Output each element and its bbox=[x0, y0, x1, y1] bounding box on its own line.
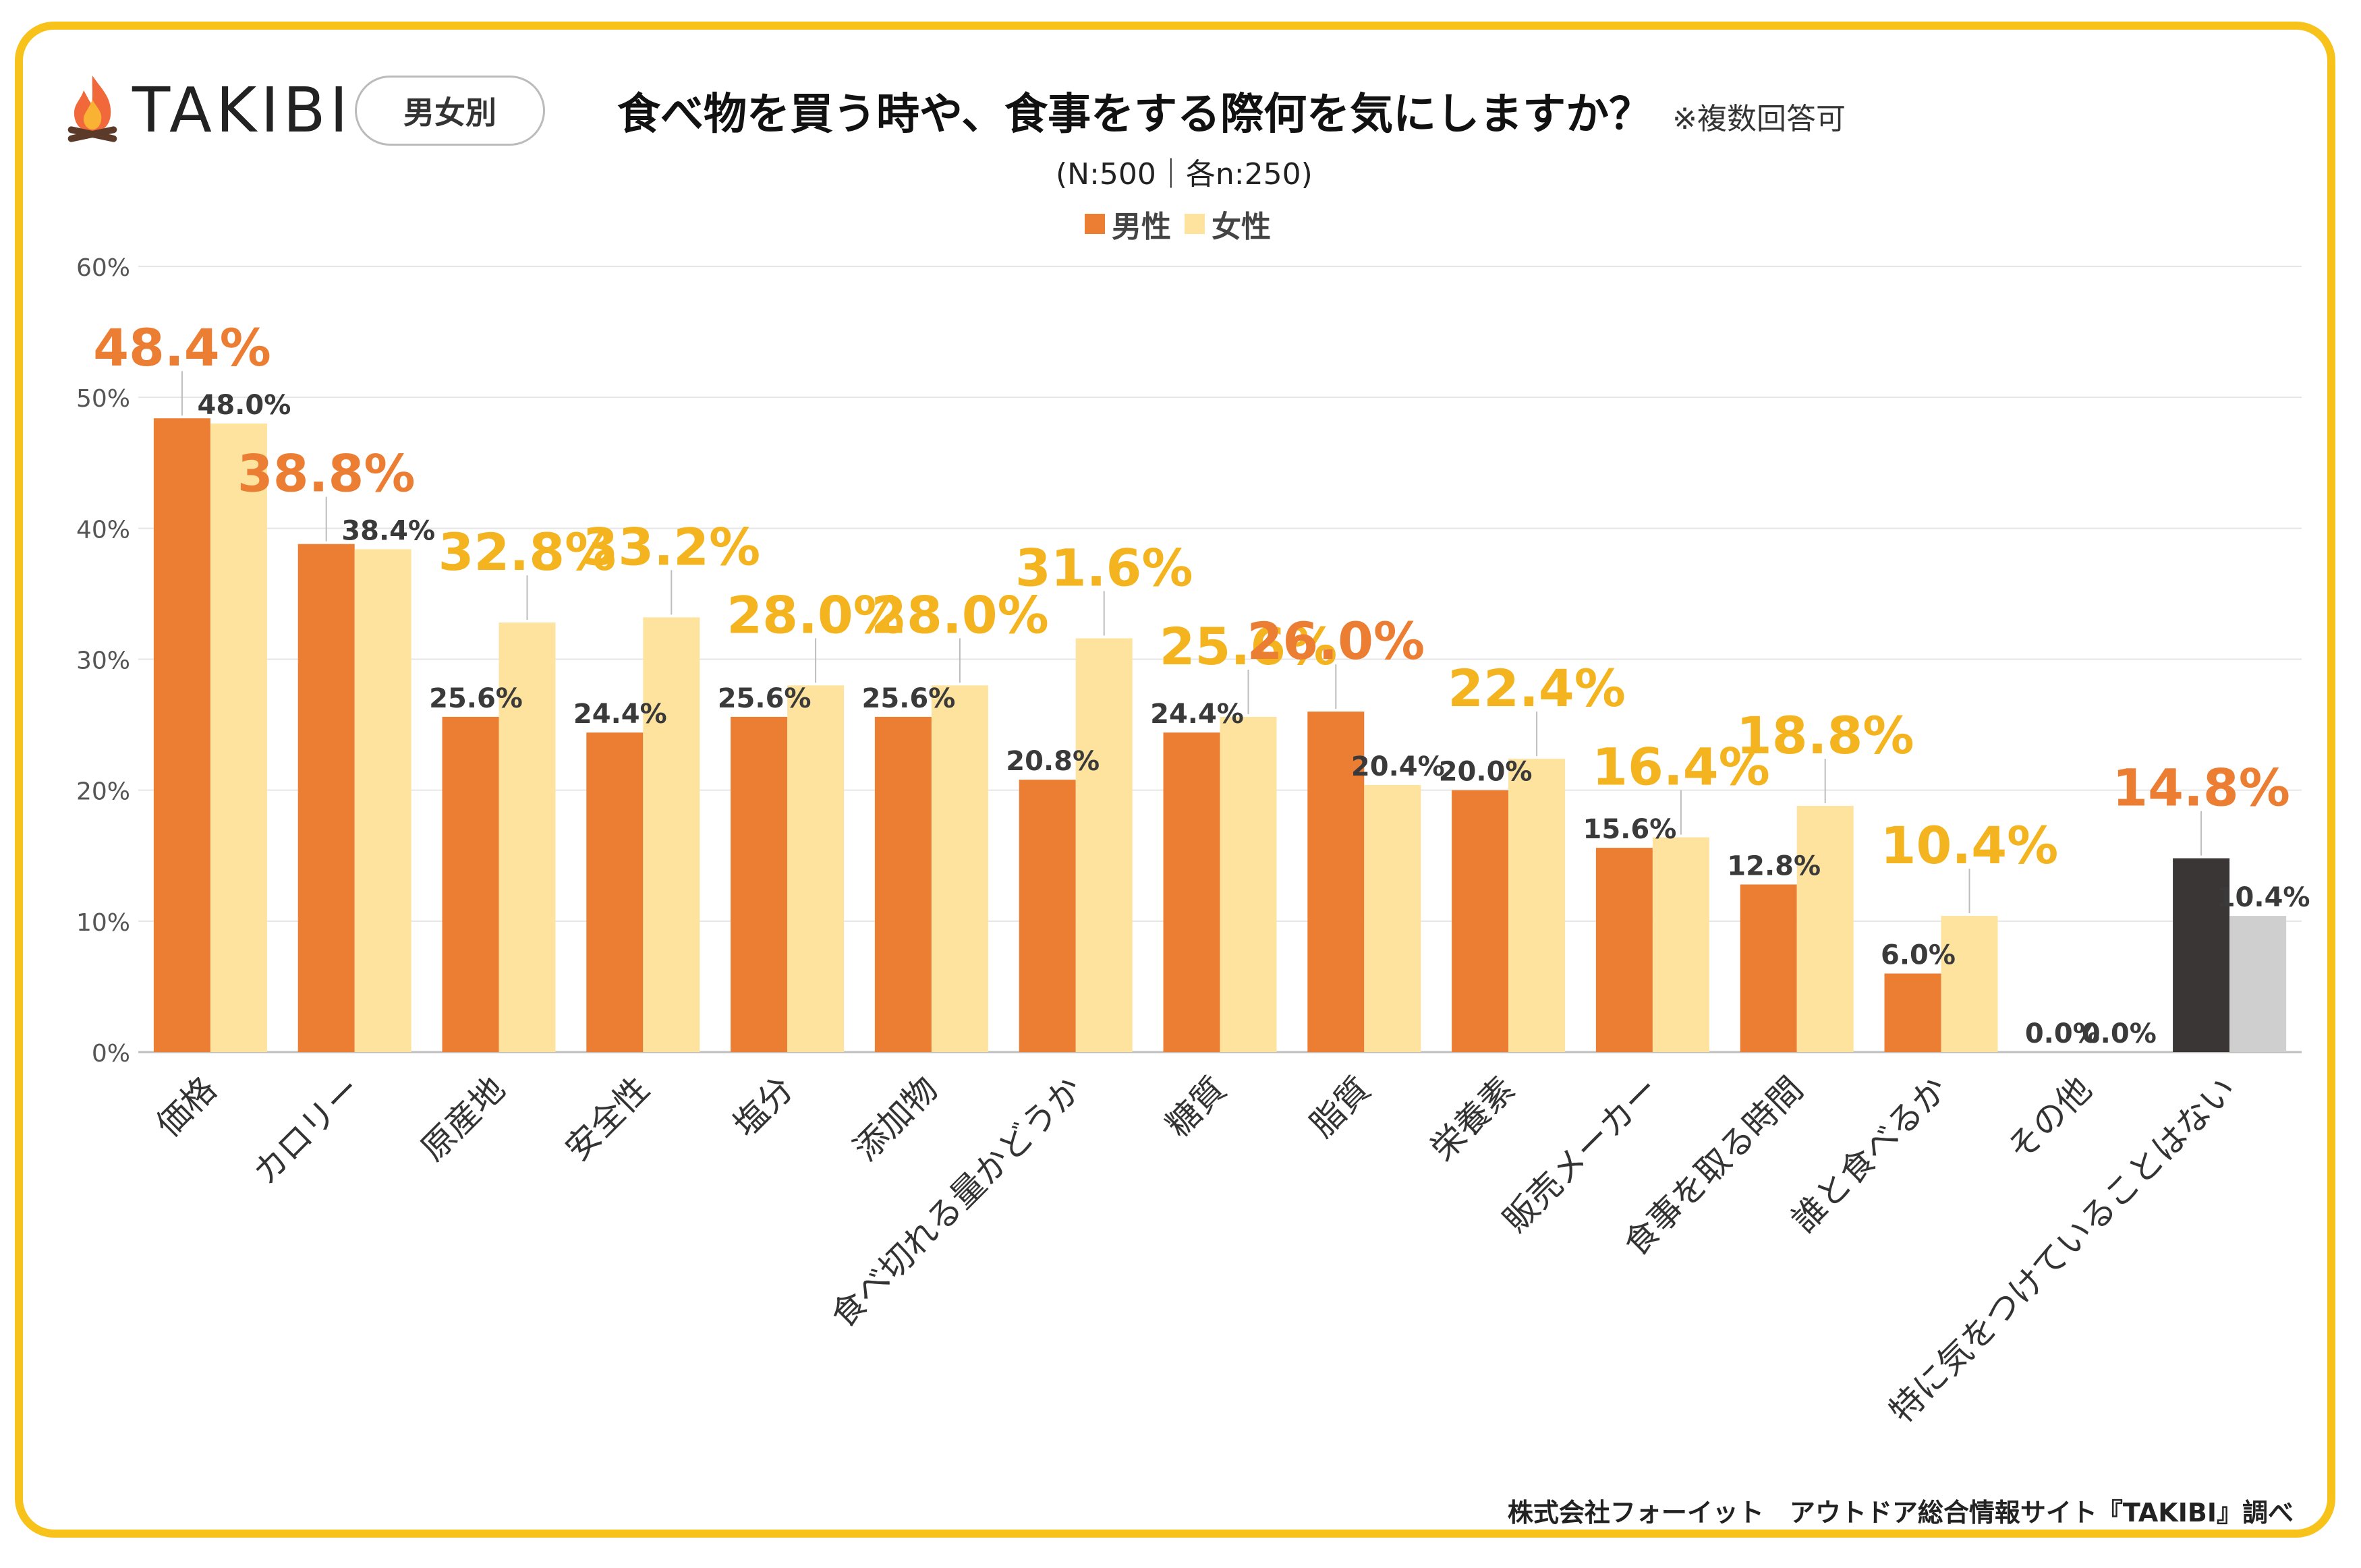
bar-female bbox=[1075, 638, 1133, 1052]
bar-female bbox=[643, 617, 700, 1052]
category-label: 誰と食べるか bbox=[1784, 1069, 1955, 1240]
bar-male bbox=[586, 732, 644, 1052]
data-label-male: 26.0% bbox=[1247, 611, 1425, 671]
chart-legend: 男性 女性 bbox=[1085, 202, 1271, 245]
data-label-male: 15.6% bbox=[1583, 814, 1677, 845]
data-label-male: 14.8% bbox=[2112, 758, 2290, 818]
data-label-female: 38.4% bbox=[341, 515, 435, 546]
bar-female bbox=[210, 424, 267, 1052]
bar-female bbox=[787, 685, 845, 1052]
category-label: 食べ切れる量かどうか bbox=[824, 1069, 1090, 1335]
data-label-female: 22.4% bbox=[1448, 658, 1626, 718]
data-label-male: 25.6% bbox=[429, 683, 523, 714]
bar-female bbox=[354, 549, 411, 1052]
bar-male bbox=[874, 716, 932, 1052]
data-label-female: 28.0% bbox=[727, 585, 905, 645]
data-label-female: 20.4% bbox=[1351, 751, 1445, 782]
data-label-female: 25.6% bbox=[1160, 616, 1338, 676]
data-label-male: 20.8% bbox=[1006, 746, 1100, 777]
bar-male bbox=[1595, 848, 1653, 1052]
bar-male bbox=[297, 544, 355, 1052]
legend-female-swatch bbox=[1185, 214, 1205, 234]
data-label-male: 12.8% bbox=[1727, 850, 1821, 881]
data-label-female: 10.4% bbox=[2217, 882, 2310, 913]
data-label-male: 6.0% bbox=[1881, 940, 1956, 971]
bar-female bbox=[1508, 759, 1566, 1052]
data-label-male: 38.8% bbox=[237, 444, 416, 504]
bar-male bbox=[1307, 712, 1365, 1052]
data-label-female: 10.4% bbox=[1881, 815, 2059, 875]
bar-female bbox=[1652, 837, 1709, 1052]
category-label: 原産地 bbox=[414, 1069, 513, 1168]
y-tick-label: 10% bbox=[76, 909, 130, 937]
bar-male bbox=[153, 418, 210, 1052]
data-label-female: 0.0% bbox=[2082, 1018, 2157, 1049]
segment-badge: 男女別 bbox=[355, 76, 545, 146]
category-label: 安全性 bbox=[558, 1069, 657, 1168]
bar-female bbox=[1941, 916, 1998, 1052]
title-note: ※複数回答可 bbox=[1672, 102, 1846, 136]
category-label: カロリー bbox=[246, 1069, 368, 1192]
data-label-female: 32.8% bbox=[438, 522, 617, 582]
bar-female bbox=[2229, 916, 2287, 1052]
bar-male bbox=[731, 716, 788, 1052]
y-tick-label: 50% bbox=[76, 385, 130, 413]
y-tick-label: 20% bbox=[76, 778, 130, 806]
data-label-male: 0.0% bbox=[2025, 1018, 2100, 1049]
y-tick-label: 60% bbox=[76, 254, 130, 282]
chart-title-text: 食べ物を買う時や、食事をする際何を気にしますか？ bbox=[617, 90, 1653, 140]
bar-male bbox=[1163, 732, 1220, 1052]
bar-female bbox=[1796, 805, 1854, 1052]
legend-female: 女性 bbox=[1185, 202, 1271, 245]
bar-female bbox=[1220, 716, 1277, 1052]
data-label-female: 18.8% bbox=[1736, 705, 1914, 765]
category-label: 糖質 bbox=[1158, 1069, 1234, 1144]
legend-male: 男性 bbox=[1085, 202, 1171, 245]
data-label-male: 20.0% bbox=[1439, 757, 1533, 788]
bar-female bbox=[499, 622, 556, 1052]
bar-male bbox=[442, 716, 499, 1052]
legend-female-label: 女性 bbox=[1212, 210, 1271, 244]
category-label: その他 bbox=[2000, 1069, 2099, 1168]
data-label-male: 25.6% bbox=[862, 683, 956, 714]
data-label-female: 16.4% bbox=[1592, 737, 1770, 797]
data-label-female: 28.0% bbox=[871, 585, 1049, 645]
bar-female bbox=[1364, 784, 1421, 1052]
category-label: 脂質 bbox=[1303, 1069, 1378, 1144]
campfire-logo-icon bbox=[67, 76, 117, 142]
category-label: 添加物 bbox=[846, 1069, 945, 1168]
legend-male-label: 男性 bbox=[1112, 210, 1171, 244]
data-label-male: 48.4% bbox=[93, 318, 271, 378]
category-label: 塩分 bbox=[726, 1069, 801, 1144]
data-label-female: 31.6% bbox=[1015, 538, 1193, 598]
category-label: 価格 bbox=[149, 1069, 225, 1144]
bar-male bbox=[1019, 780, 1076, 1052]
data-label-male: 25.6% bbox=[718, 683, 812, 714]
data-label-male: 24.4% bbox=[1150, 699, 1244, 730]
chart-title: 食べ物を買う時や、食事をする際何を気にしますか？ ※複数回答可 bbox=[617, 80, 1846, 142]
legend-male-swatch bbox=[1085, 214, 1105, 234]
data-label-female: 33.2% bbox=[582, 517, 760, 577]
category-label: 栄養素 bbox=[1423, 1069, 1523, 1168]
brand-name: TAKIBI bbox=[132, 74, 352, 146]
bar-male bbox=[2173, 858, 2230, 1052]
y-tick-label: 30% bbox=[76, 647, 130, 675]
bar-male bbox=[1884, 973, 1941, 1052]
sample-size: (N:500｜各n:250) bbox=[1056, 157, 1313, 192]
y-tick-label: 0% bbox=[92, 1040, 130, 1068]
bar-male bbox=[1452, 790, 1509, 1052]
source-credit: 株式会社フォーイット アウトドア総合情報サイト『TAKIBI』調べ bbox=[1507, 1498, 2294, 1528]
y-tick-label: 40% bbox=[76, 516, 130, 544]
data-label-male: 24.4% bbox=[573, 699, 667, 730]
bar-female bbox=[931, 685, 988, 1052]
bar-male bbox=[1740, 884, 1797, 1052]
data-label-female: 48.0% bbox=[198, 390, 291, 421]
